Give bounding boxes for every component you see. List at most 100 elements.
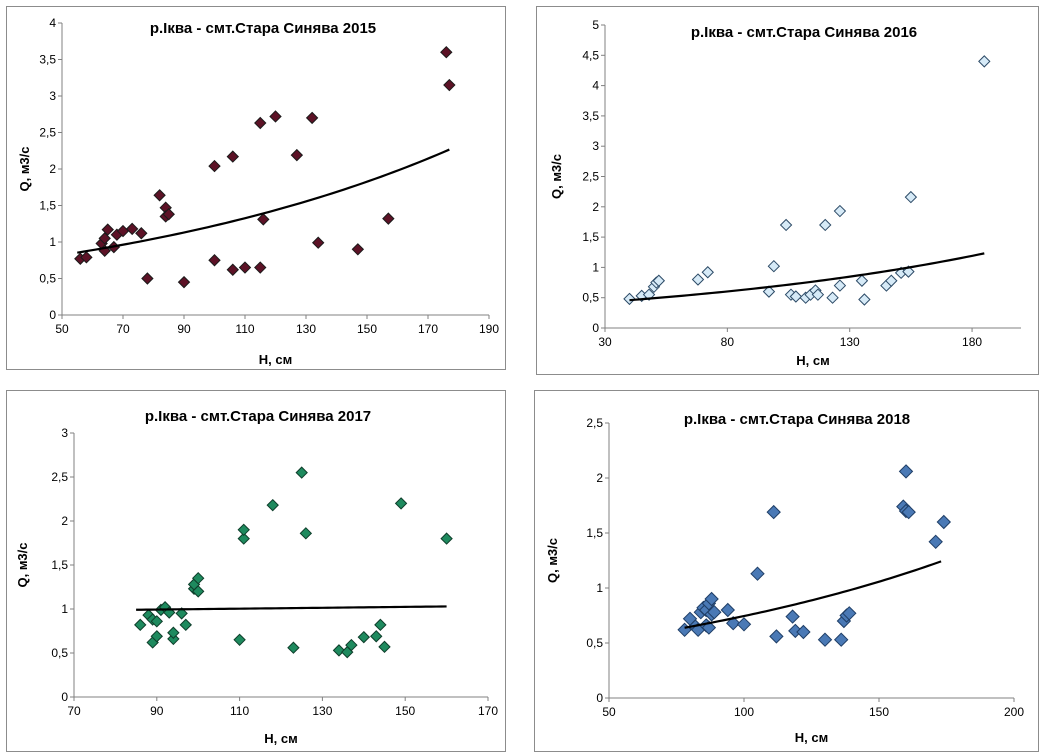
- data-point: [254, 116, 267, 130]
- data-point: [440, 532, 453, 545]
- data-point: [855, 274, 869, 287]
- data-point: [833, 204, 847, 218]
- data-point: [720, 602, 736, 618]
- data-point: [175, 607, 188, 620]
- x-axis-label: H, см: [264, 731, 297, 746]
- y-tick-label: 0: [61, 690, 68, 704]
- data-point: [257, 213, 270, 226]
- data-point: [826, 291, 839, 304]
- data-point: [80, 251, 93, 264]
- trend-line: [629, 252, 985, 302]
- data-point: [901, 504, 916, 520]
- data-point: [295, 466, 308, 479]
- x-tick-label: 80: [721, 335, 735, 349]
- data-point: [701, 266, 714, 279]
- data-point: [226, 263, 240, 276]
- data-point: [652, 274, 666, 287]
- data-point: [345, 638, 358, 652]
- data-point: [378, 640, 391, 654]
- data-point: [177, 275, 191, 289]
- y-tick-label: 5: [592, 18, 599, 32]
- chart-panel-2016: 0 0,5 1 1,5 2 2,5 3 3,5 4 4,5 5 30 80 130 180 р.Іква - …: [536, 6, 1039, 375]
- y-tick-label: 3,5: [39, 53, 56, 67]
- y-axis-label: Q, м3/с: [549, 154, 564, 199]
- x-tick-label: 150: [357, 322, 377, 336]
- trend-line: [136, 605, 447, 611]
- trend-line: [684, 560, 942, 629]
- data-point: [736, 617, 752, 632]
- data-point: [769, 629, 784, 644]
- y-tick-label: 4: [592, 79, 599, 93]
- y-tick-label: 0: [49, 308, 56, 322]
- data-point: [98, 232, 111, 245]
- data-point: [691, 273, 705, 286]
- data-point: [374, 618, 387, 632]
- data-point: [779, 218, 793, 232]
- data-point: [762, 285, 776, 298]
- data-point: [785, 609, 800, 624]
- y-tick-label: 1,5: [582, 230, 599, 244]
- data-point: [796, 624, 811, 640]
- data-point: [766, 504, 781, 520]
- chart-panel-2018: 0 0,5 1 1,5 2 2,5 50 100 150 200 р.Іква - смт.Стар…: [534, 390, 1039, 752]
- x-tick-label: 150: [869, 705, 889, 719]
- y-tick-label: 4,5: [582, 48, 599, 62]
- data-point: [237, 523, 250, 537]
- y-tick-label: 1: [49, 235, 56, 249]
- data-point: [290, 148, 304, 162]
- y-tick-label: 2: [61, 514, 68, 528]
- data-point: [287, 641, 300, 654]
- y-tick-label: 2: [596, 471, 603, 485]
- y-tick-label: 2,5: [582, 170, 599, 184]
- data-point: [150, 630, 164, 643]
- data-point: [623, 292, 636, 306]
- y-tick-label: 0,5: [51, 646, 68, 660]
- data-point: [332, 644, 346, 657]
- data-point: [153, 189, 166, 202]
- x-tick-label: 190: [479, 322, 499, 336]
- data-point: [833, 632, 849, 647]
- data-point: [936, 514, 952, 530]
- y-tick-label: 3: [61, 426, 68, 440]
- chart-panel-2017: 0 0,5 1 1,5 2 2,5 3 70 90 110 130 150 170 р.Іква - см…: [6, 390, 506, 752]
- y-tick-label: 2,5: [586, 416, 603, 430]
- x-tick-label: 130: [312, 704, 332, 718]
- x-tick-label: 200: [1004, 705, 1024, 719]
- data-point: [677, 622, 692, 638]
- data-point: [141, 272, 154, 285]
- y-tick-label: 3: [49, 89, 56, 103]
- y-tick-label: 1: [596, 581, 603, 595]
- data-point: [767, 259, 781, 273]
- data-point: [351, 243, 365, 256]
- x-axis-label: H, см: [796, 353, 829, 368]
- data-point: [125, 222, 139, 236]
- y-tick-label: 1,5: [39, 199, 56, 213]
- y-tick-label: 0,5: [39, 272, 56, 286]
- data-point: [299, 527, 313, 540]
- data-point: [179, 618, 192, 632]
- data-point: [817, 632, 833, 647]
- x-tick-label: 130: [296, 322, 316, 336]
- x-tick-label: 130: [840, 335, 860, 349]
- x-tick-label: 100: [734, 705, 754, 719]
- x-tick-label: 30: [598, 335, 612, 349]
- y-tick-label: 3: [592, 139, 599, 153]
- x-tick-label: 70: [116, 322, 130, 336]
- data-point: [704, 591, 719, 607]
- data-point: [134, 618, 147, 632]
- y-tick-label: 0,5: [582, 291, 599, 305]
- x-tick-label: 90: [177, 322, 191, 336]
- x-tick-label: 170: [478, 704, 498, 718]
- data-point: [226, 150, 240, 163]
- y-axis-label: Q, м3/с: [15, 542, 30, 587]
- x-tick-label: 170: [418, 322, 438, 336]
- y-tick-label: 1,5: [51, 558, 68, 572]
- y-tick-label: 0: [592, 321, 599, 335]
- data-point: [842, 606, 857, 621]
- data-point: [167, 626, 180, 639]
- data-point: [233, 633, 246, 647]
- data-point: [191, 585, 205, 598]
- data-point: [811, 288, 825, 301]
- data-point: [150, 615, 164, 628]
- y-axis-label: Q, м3/с: [17, 146, 32, 191]
